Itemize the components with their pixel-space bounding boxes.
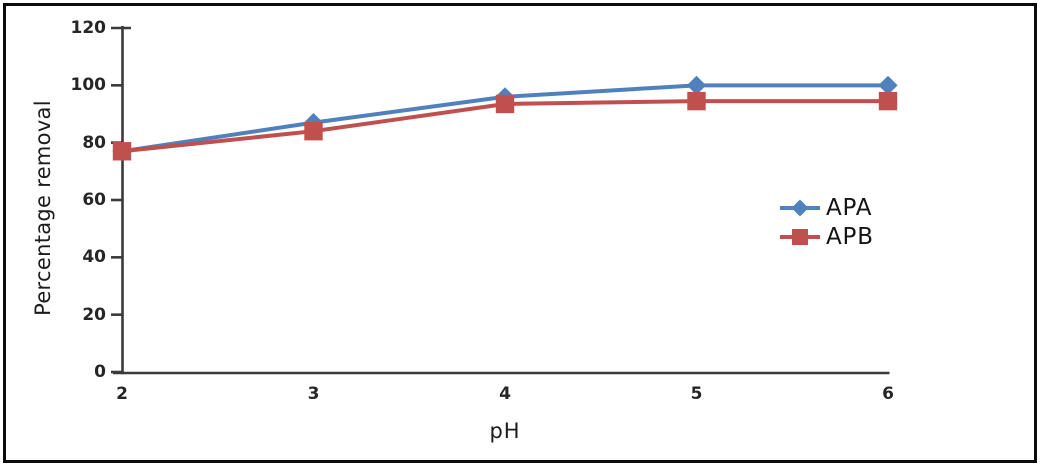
diamond-marker-apa: [878, 75, 898, 95]
y-tick-label: 120: [70, 18, 107, 38]
square-legend-marker-icon: [780, 228, 820, 245]
y-tick-label: 20: [82, 304, 106, 325]
legend-item-apa: APA: [779, 193, 874, 222]
square-marker-apb: [878, 91, 898, 111]
x-tick-label: 6: [882, 384, 894, 404]
legend-label: APB: [826, 223, 874, 250]
y-tick-label: 0: [94, 362, 106, 382]
y-tick-label: 40: [82, 247, 106, 268]
legend-label: APA: [826, 194, 873, 221]
x-tick-label: 3: [307, 384, 320, 404]
square-marker-apb: [495, 94, 515, 114]
square-marker-apb: [112, 142, 132, 161]
legend: APA APB: [779, 193, 874, 251]
legend-item-apb: APB: [779, 222, 874, 251]
y-tick-label: 80: [82, 132, 106, 153]
y-tick-label: 100: [70, 75, 107, 96]
square-marker-apb: [304, 122, 323, 141]
x-tick-label: 2: [116, 384, 128, 404]
square-marker-apb: [687, 91, 706, 111]
diamond-marker-apa: [686, 75, 707, 95]
y-tick-label: 60: [82, 190, 106, 210]
x-tick-label: 5: [690, 384, 703, 404]
x-tick-label: 4: [499, 384, 511, 404]
diamond-legend-marker-icon: [780, 199, 820, 216]
x-axis-title: pH: [489, 419, 521, 443]
